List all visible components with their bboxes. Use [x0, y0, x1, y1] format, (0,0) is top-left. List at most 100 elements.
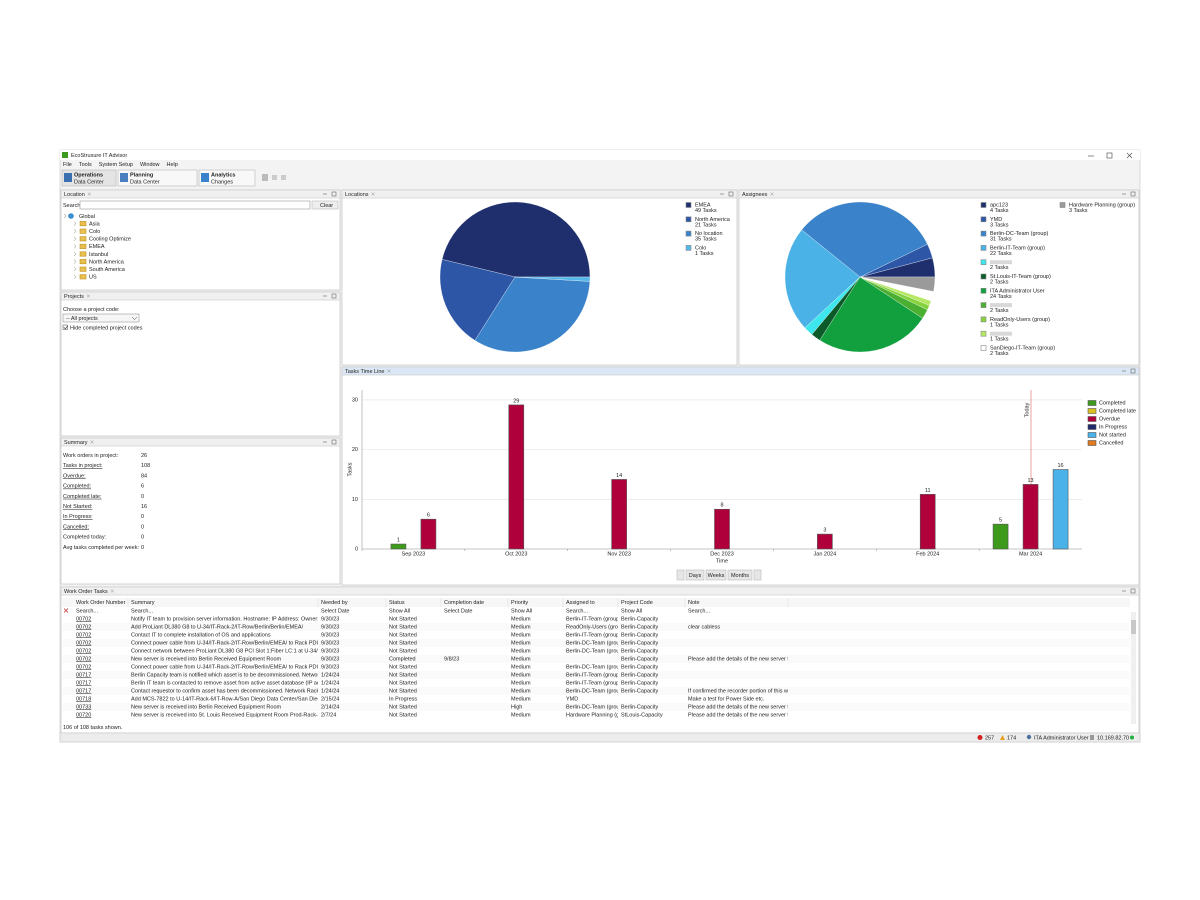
scroll-left-button[interactable] [676, 569, 685, 581]
work-order-link[interactable]: 00702 [76, 648, 91, 654]
error-count[interactable]: 257 [985, 735, 994, 741]
toolbar-icon[interactable] [272, 175, 277, 180]
column-header[interactable]: Work Order Number [76, 600, 126, 606]
toolbar-tab[interactable] [61, 169, 117, 187]
timescale-button[interactable] [685, 569, 705, 581]
filter-input[interactable]: Search... [131, 608, 153, 614]
tree-item[interactable]: Cooling Optimize [89, 237, 131, 243]
filter-input[interactable]: Select Date [444, 608, 472, 614]
filter-input[interactable]: Search... [566, 608, 588, 614]
toolbar-icon[interactable] [262, 174, 268, 181]
filter-input[interactable]: Show All [389, 608, 410, 614]
legend-value: 2 Tasks [990, 351, 1009, 357]
table-row-stripe [62, 655, 1130, 663]
column-header[interactable]: Completion date [444, 600, 484, 606]
column-header[interactable]: Priority [511, 600, 528, 606]
table-cell: Berlin-IT-Team (group) [566, 616, 621, 622]
summary-label[interactable]: In Progress: [63, 514, 93, 520]
summary-label[interactable]: Cancelled: [63, 524, 89, 530]
table-cell: 9/8/23 [444, 656, 459, 662]
tree-item[interactable]: US [89, 275, 97, 281]
work-order-link[interactable]: 00702 [76, 632, 91, 638]
project-select[interactable] [62, 313, 140, 323]
filter-input[interactable]: Show All [621, 608, 642, 614]
toolbar-icon[interactable] [281, 175, 286, 180]
work-order-link[interactable]: 00702 [76, 616, 91, 622]
toolbar-tab[interactable] [198, 169, 256, 187]
legend-label: YMD [990, 217, 1002, 223]
menu-item[interactable]: Window [140, 162, 160, 168]
filter-input[interactable]: Select Date [321, 608, 349, 614]
tree-item[interactable]: Colo [89, 229, 100, 235]
summary-label[interactable]: Tasks in project: [63, 463, 103, 469]
work-order-link[interactable]: 00720 [76, 712, 91, 718]
tree-item[interactable]: South America [89, 267, 126, 273]
timescale-button[interactable] [705, 569, 727, 581]
filter-input[interactable]: Show All [511, 608, 532, 614]
menu-item[interactable]: File [63, 162, 72, 168]
work-order-link[interactable]: 00702 [76, 640, 91, 646]
column-header[interactable]: Project Code [621, 600, 653, 606]
maximize-button[interactable] [1106, 152, 1113, 159]
column-header[interactable]: Summary [131, 600, 155, 606]
legend-swatch [1087, 424, 1097, 430]
timescale-button[interactable] [727, 569, 753, 581]
toolbar-tab[interactable] [117, 169, 198, 187]
column-header[interactable]: Status [389, 600, 405, 606]
panel-maximize[interactable] [1130, 368, 1136, 374]
table-cell: 2/14/24 [321, 704, 339, 710]
search-input[interactable] [79, 200, 311, 210]
table-cell: clear cabless [688, 624, 720, 630]
filter-input[interactable]: Search... [76, 608, 98, 614]
work-order-link[interactable]: 00717 [76, 688, 91, 694]
legend-swatch [980, 230, 987, 237]
clear-button[interactable] [311, 200, 339, 210]
tree-expander [73, 244, 77, 249]
panel-maximize[interactable] [331, 439, 337, 445]
work-order-link[interactable]: 00702 [76, 664, 91, 670]
folder-icon [79, 221, 87, 227]
scrollbar-thumb[interactable] [1131, 620, 1136, 634]
panel-maximize[interactable] [331, 293, 337, 299]
tree-item[interactable]: Asia [89, 221, 101, 227]
work-order-link[interactable]: 00717 [76, 680, 91, 686]
work-order-link[interactable]: 00717 [76, 672, 91, 678]
table-cell: Connect power cable from U-34/IT-Rack-2/… [131, 664, 321, 670]
tree-item[interactable]: Global [79, 214, 95, 220]
panel-maximize[interactable] [1130, 191, 1136, 197]
legend-swatch [980, 302, 987, 308]
panel [60, 437, 341, 585]
folder-icon [79, 274, 87, 280]
pie-slice [784, 229, 861, 329]
work-order-link[interactable]: 00733 [76, 704, 91, 710]
tree-item[interactable]: EMEA [89, 244, 105, 250]
checkbox[interactable] [62, 324, 68, 330]
work-order-link[interactable]: 00702 [76, 656, 91, 662]
column-header[interactable]: Assigned to [566, 600, 595, 606]
tree-item[interactable]: Istanbul [89, 252, 108, 258]
folder-icon [79, 243, 87, 249]
close-button[interactable] [1126, 152, 1133, 159]
panel-maximize[interactable] [1130, 588, 1136, 594]
work-order-link[interactable]: 00718 [76, 696, 91, 702]
summary-label[interactable]: Overdue: [63, 473, 86, 479]
warning-count[interactable]: 174 [1007, 735, 1016, 741]
panel-maximize[interactable] [728, 191, 734, 197]
column-header[interactable]: Needed by [321, 600, 348, 606]
column-header[interactable]: Note [688, 600, 700, 606]
panel-close [86, 294, 91, 298]
menu-item[interactable]: System Setup [99, 162, 133, 168]
table-row-stripe [62, 639, 1130, 647]
menu-item[interactable]: Tools [79, 162, 92, 168]
filter-input[interactable]: Search... [688, 608, 710, 614]
menu-item[interactable]: Help [167, 162, 178, 168]
summary-label[interactable]: Not Started: [63, 504, 93, 510]
tree-item[interactable]: North America [89, 259, 125, 265]
scroll-right-button[interactable] [753, 569, 762, 581]
work-order-link[interactable]: 00702 [76, 624, 91, 630]
table-cell: Berlin-DC-Team (group) [566, 664, 625, 670]
summary-label[interactable]: Completed: [63, 484, 92, 490]
pie-slice [819, 276, 923, 353]
summary-label[interactable]: Completed late: [63, 494, 102, 500]
panel-maximize[interactable] [331, 191, 337, 197]
